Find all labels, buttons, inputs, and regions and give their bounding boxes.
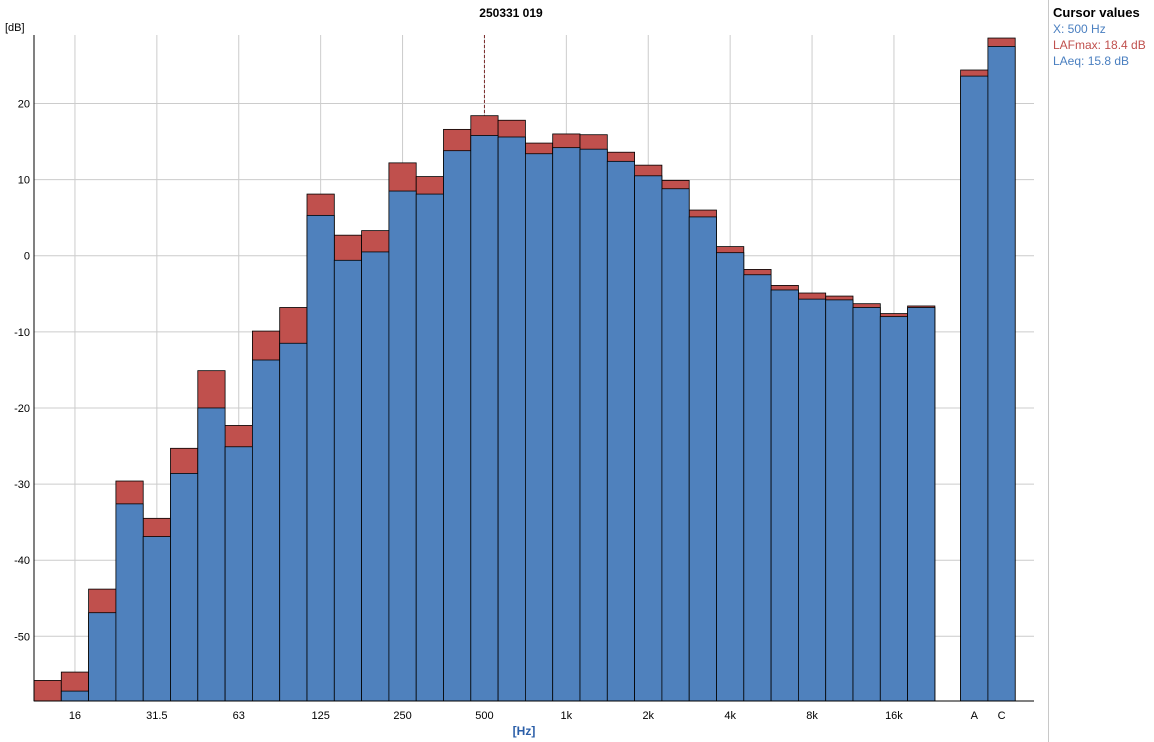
y-axis-label: [dB] <box>5 22 25 34</box>
laeq-bar-5k[interactable] <box>743 274 772 702</box>
laeq-bar-3.15k[interactable] <box>688 216 717 702</box>
laeq-bar-1.6k[interactable] <box>606 160 635 702</box>
x-tick-label: 125 <box>311 710 329 722</box>
laeq-bar-1.25k[interactable] <box>579 148 608 702</box>
x-tick-label: A <box>971 710 979 722</box>
x-tick-labels: 16 31.5 63 125 250 500 1k 2k 4k 8k 16k A C <box>69 710 1006 722</box>
x-tick-label: 4k <box>724 710 736 722</box>
laeq-bar-10k[interactable] <box>825 299 854 702</box>
laeq-bar-800[interactable] <box>525 153 554 702</box>
x-tick-label: 2k <box>642 710 654 722</box>
x-tick-label: 16k <box>885 710 903 722</box>
bar-series[interactable] <box>33 37 1016 702</box>
laeq-bar-400[interactable] <box>443 150 472 702</box>
x-tick-label: 1k <box>561 710 573 722</box>
laeq-bar-25[interactable] <box>115 503 144 702</box>
laeq-bar-12.5k[interactable] <box>852 307 881 702</box>
x-tick-label: 16 <box>69 710 81 722</box>
x-tick-label: 250 <box>393 710 411 722</box>
axes <box>33 35 1034 702</box>
laeq-bar-1k[interactable] <box>552 147 581 702</box>
laeq-bar-A[interactable] <box>960 75 989 702</box>
cursor-x-value: X: 500 Hz <box>1053 22 1106 36</box>
laeq-bar-16[interactable] <box>60 690 89 702</box>
laeq-bar-20k[interactable] <box>907 307 936 702</box>
cursor-laeq-value: LAeq: 15.8 dB <box>1053 54 1130 68</box>
laeq-bar-250[interactable] <box>388 190 417 702</box>
laeq-bar-C[interactable] <box>987 46 1016 702</box>
y-tick-label: -50 <box>14 631 30 643</box>
x-tick-label: 8k <box>806 710 818 722</box>
laeq-bar-8k[interactable] <box>798 298 827 702</box>
y-tick-label: 10 <box>18 175 30 187</box>
laeq-bar-20[interactable] <box>88 612 117 702</box>
laeq-bar-50[interactable] <box>197 407 226 702</box>
laeq-bar-6.3k[interactable] <box>770 289 799 702</box>
y-tick-label: -10 <box>14 327 30 339</box>
cursor-values-title: Cursor values <box>1053 5 1140 20</box>
lafmax-bar-12.5[interactable] <box>33 680 62 702</box>
laeq-bar-100[interactable] <box>279 342 308 702</box>
cursor-values-panel: Cursor values X: 500 Hz LAFmax: 18.4 dB … <box>1048 0 1154 742</box>
laeq-bar-16k[interactable] <box>879 316 908 702</box>
laeq-bar-4k[interactable] <box>716 252 745 702</box>
laeq-bar-200[interactable] <box>361 251 390 702</box>
laeq-bar-160[interactable] <box>333 259 362 702</box>
laeq-bar-2.5k[interactable] <box>661 188 690 702</box>
laeq-bar-80[interactable] <box>251 359 281 702</box>
laeq-bar-63[interactable] <box>224 446 253 702</box>
x-tick-label: 500 <box>475 710 493 722</box>
laeq-bar-630[interactable] <box>497 136 526 702</box>
x-axis-label: [Hz] <box>513 724 536 738</box>
cursor-lafmax-value: LAFmax: 18.4 dB <box>1053 38 1146 52</box>
laeq-bar-2k[interactable] <box>634 175 663 702</box>
x-tick-label: C <box>998 710 1006 722</box>
y-tick-label: 0 <box>24 251 30 263</box>
laeq-bar-315[interactable] <box>415 193 444 702</box>
laeq-bar-40[interactable] <box>170 473 199 702</box>
laeq-bar-31.5[interactable] <box>142 536 171 702</box>
y-tick-label: -20 <box>14 403 30 415</box>
chart-title: 250331 019 <box>479 6 543 20</box>
y-tick-label: -40 <box>14 555 30 567</box>
laeq-bar-500[interactable] <box>470 135 499 702</box>
x-tick-label: 63 <box>233 710 245 722</box>
y-tick-labels: 20 10 0 -10 -20 -30 -40 -50 <box>14 99 30 644</box>
x-tick-label: 31.5 <box>146 710 167 722</box>
laeq-bar-125[interactable] <box>306 214 335 702</box>
y-tick-label: -30 <box>14 479 30 491</box>
y-tick-label: 20 <box>18 99 30 111</box>
